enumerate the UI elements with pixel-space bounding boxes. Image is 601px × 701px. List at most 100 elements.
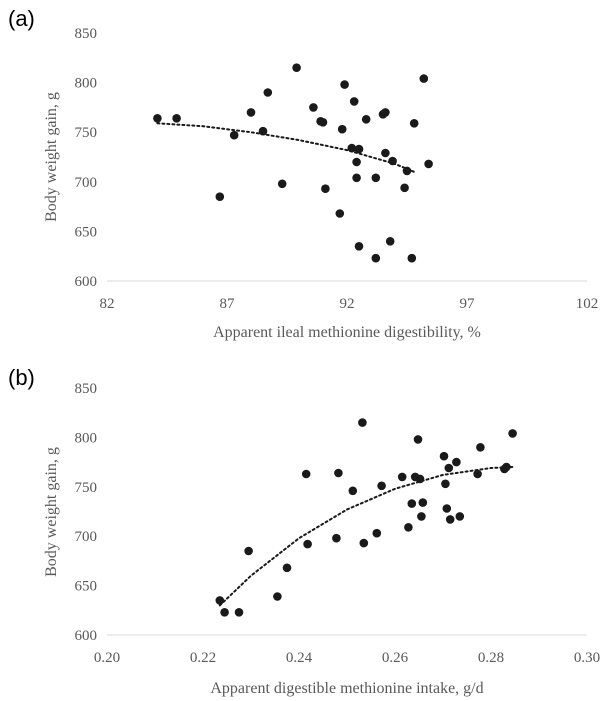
panel-a-x-axis-title: Apparent ileal methionine digestibility,… <box>213 324 481 341</box>
data-point <box>352 173 361 183</box>
y-tick-label: 600 <box>75 628 98 644</box>
data-point <box>407 253 417 263</box>
data-point <box>263 88 273 97</box>
x-tick-label: 97 <box>460 296 476 312</box>
data-point <box>332 533 341 543</box>
y-tick-label: 800 <box>75 76 98 92</box>
panel-a: (a) 82 87 92 97 102 600 650 700 750 800 850 Appar… <box>8 6 598 341</box>
data-point <box>321 184 330 193</box>
data-point <box>215 596 225 605</box>
data-point <box>258 126 268 136</box>
data-point <box>282 563 292 573</box>
data-point <box>445 515 455 524</box>
data-point <box>419 74 429 83</box>
data-point <box>318 118 328 127</box>
data-point <box>377 481 386 491</box>
panel-a-y-axis-title: Body weight gain, g <box>43 92 60 222</box>
y-tick-label: 650 <box>75 579 98 595</box>
data-point <box>388 156 397 166</box>
data-point <box>381 108 390 117</box>
x-tick-label: 0.28 <box>478 650 504 666</box>
panel-a-y-ticks: 600 650 700 750 800 850 <box>75 26 98 290</box>
data-point <box>371 253 381 263</box>
y-tick-label: 700 <box>75 175 98 191</box>
data-point <box>352 157 361 167</box>
data-point <box>301 469 311 479</box>
x-tick-label: 0.30 <box>574 650 600 666</box>
x-tick-label: 0.20 <box>94 650 120 666</box>
y-tick-label: 700 <box>75 529 98 545</box>
data-point <box>220 608 229 617</box>
x-tick-label: 0.22 <box>190 650 216 666</box>
data-point <box>372 528 382 538</box>
panel-a-x-ticks: 82 87 92 97 102 <box>100 296 599 312</box>
data-point <box>455 512 465 521</box>
y-tick-label: 850 <box>75 26 98 42</box>
data-point <box>508 429 517 438</box>
data-point <box>415 474 425 484</box>
x-tick-label: 87 <box>220 296 236 312</box>
panel-a-trendline <box>156 122 416 173</box>
data-point <box>444 463 454 473</box>
data-point <box>452 457 461 467</box>
x-tick-label: 82 <box>100 296 115 312</box>
data-point <box>358 418 367 427</box>
y-tick-label: 750 <box>75 125 98 141</box>
data-point <box>424 159 433 169</box>
data-point <box>337 124 347 134</box>
data-point <box>473 469 482 479</box>
data-point <box>292 63 301 72</box>
data-point <box>354 242 364 251</box>
panel-b-label: (b) <box>8 365 35 390</box>
y-tick-label: 750 <box>75 480 98 496</box>
panel-b-points <box>215 418 517 617</box>
data-point <box>153 114 162 123</box>
x-tick-label: 92 <box>340 296 355 312</box>
data-point <box>303 539 312 549</box>
data-point <box>441 479 450 489</box>
panel-a-label: (a) <box>8 6 35 31</box>
data-point <box>340 80 349 89</box>
data-point <box>273 592 282 601</box>
data-point <box>172 114 181 123</box>
data-point <box>402 166 412 176</box>
data-point <box>354 144 364 154</box>
data-point <box>397 472 407 482</box>
data-point <box>439 451 449 461</box>
data-point <box>244 546 253 556</box>
data-point <box>348 486 358 496</box>
x-tick-label: 0.24 <box>286 650 313 666</box>
data-point <box>409 119 419 128</box>
data-point <box>381 148 390 158</box>
data-point <box>418 498 428 507</box>
data-point <box>334 468 343 478</box>
data-point <box>246 108 256 117</box>
data-point <box>502 462 511 472</box>
data-point <box>400 183 409 193</box>
panel-a-points <box>153 63 433 263</box>
data-point <box>359 538 369 548</box>
data-point <box>309 103 318 112</box>
data-point <box>335 209 345 218</box>
panel-b: (b) 0.20 0.22 0.24 0.26 0.28 0.30 600 650 700 75… <box>8 365 600 697</box>
x-tick-label: 0.26 <box>382 650 409 666</box>
panel-b-x-ticks: 0.20 0.22 0.24 0.26 0.28 0.30 <box>94 650 600 666</box>
y-tick-label: 600 <box>75 274 98 290</box>
data-point <box>442 504 452 513</box>
data-point <box>385 237 395 246</box>
data-point <box>407 499 417 508</box>
data-point <box>215 192 225 201</box>
panel-b-trendline <box>218 466 514 607</box>
panel-b-y-ticks: 600 650 700 750 800 850 <box>75 381 98 644</box>
data-point <box>413 435 423 444</box>
data-point <box>349 97 359 106</box>
data-point <box>361 115 371 124</box>
panel-b-y-axis-title: Body weight gain, g <box>43 447 60 577</box>
data-point <box>277 179 287 189</box>
data-point <box>404 523 413 532</box>
x-tick-label: 102 <box>576 296 599 312</box>
data-point <box>476 443 485 452</box>
y-tick-label: 850 <box>75 381 98 397</box>
data-point <box>371 173 381 183</box>
